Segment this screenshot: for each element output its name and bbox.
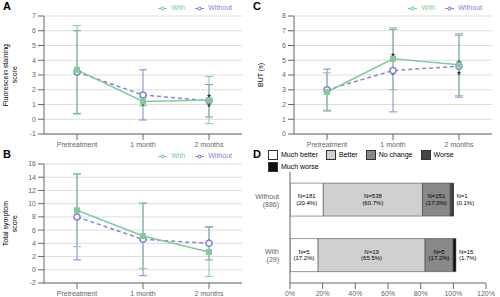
svg-text:16: 16 (28, 160, 36, 167)
svg-text:2: 2 (32, 253, 36, 260)
svg-text:7: 7 (32, 12, 36, 19)
html-text:With: With (421, 4, 436, 11)
html-text:Total symptom score: Total symptom score (2, 200, 18, 247)
svg-text:6: 6 (32, 27, 36, 34)
svg-text:20%: 20% (316, 290, 330, 297)
svg-text:-1: -1 (30, 130, 36, 137)
svg-text:14: 14 (28, 174, 36, 181)
svg-text:100%: 100% (444, 290, 462, 297)
svg-text:8: 8 (32, 213, 36, 220)
svg-text:5: 5 (282, 57, 286, 64)
svg-text:6: 6 (32, 227, 36, 234)
html-text:With: With (171, 4, 186, 11)
svg-text:*: * (457, 70, 461, 81)
html-text:Without: Without (208, 4, 232, 11)
svg-text:N=181(20.4%): N=181(20.4%) (296, 193, 317, 206)
html-text:Fluorescein staining score: Fluorescein staining score (2, 43, 18, 107)
svg-text:N=19(65.5%): N=19(65.5%) (361, 249, 382, 262)
svg-text:5: 5 (32, 42, 36, 49)
svg-text:40%: 40% (348, 290, 362, 297)
svg-text:4: 4 (32, 57, 36, 64)
svg-text:Pretreatment: Pretreatment (57, 290, 98, 297)
svg-text:2 months: 2 months (195, 290, 224, 297)
svg-text:2 months: 2 months (195, 141, 224, 148)
html-text:No change: No change (378, 151, 413, 158)
svg-text:N=5(17.2%): N=5(17.2%) (294, 249, 315, 262)
svg-text:80%: 80% (414, 290, 428, 297)
svg-text:0: 0 (282, 130, 286, 137)
html-text:Without: Without (208, 152, 232, 159)
svg-text:-2: -2 (30, 279, 36, 286)
svg-text:2: 2 (32, 86, 36, 93)
svg-text:N=15(1.7%): N=15(1.7%) (459, 249, 477, 262)
html-text:B: B (3, 148, 11, 160)
svg-text:120%: 120% (477, 290, 492, 297)
html-text:With: With (171, 152, 186, 159)
svg-text:8: 8 (282, 12, 286, 19)
svg-text:1 month: 1 month (130, 290, 155, 297)
html-text:Much better: Much better (281, 151, 318, 158)
svg-text:N=151(17.0%): N=151(17.0%) (426, 193, 447, 206)
svg-text:4: 4 (32, 240, 36, 247)
svg-text:12: 12 (28, 187, 36, 194)
html-text:D: D (253, 148, 261, 160)
svg-text:0: 0 (32, 266, 36, 273)
svg-text:1 month: 1 month (130, 141, 155, 148)
svg-text:2: 2 (282, 101, 286, 108)
svg-text:4: 4 (282, 71, 286, 78)
svg-text:6: 6 (282, 42, 286, 49)
svg-text:N=5(17.2%): N=5(17.2%) (429, 249, 450, 262)
html-text:A: A (3, 0, 11, 12)
html-text:Much worse: Much worse (281, 163, 319, 170)
svg-text:N=1(0.1%): N=1(0.1%) (456, 193, 474, 206)
html-text:Worse: Worse (433, 151, 454, 158)
html-text:BUT (s): BUT (s) (256, 63, 264, 87)
svg-text:7: 7 (282, 27, 286, 34)
svg-text:Without(886): Without(886) (255, 192, 279, 208)
svg-text:Pretreatment: Pretreatment (57, 141, 98, 148)
svg-text:3: 3 (282, 86, 286, 93)
html-text:Without: Without (458, 4, 482, 11)
svg-text:3: 3 (32, 71, 36, 78)
svg-text:2 months: 2 months (445, 141, 474, 148)
svg-text:With(29): With(29) (265, 248, 279, 264)
svg-text:60%: 60% (381, 290, 395, 297)
svg-text:1: 1 (282, 116, 286, 123)
svg-text:0: 0 (32, 116, 36, 123)
html-text:Better: Better (339, 151, 358, 158)
html-text:C: C (253, 0, 261, 12)
svg-text:1 month: 1 month (380, 141, 405, 148)
svg-text:N=538(60.7%): N=538(60.7%) (362, 193, 383, 206)
svg-text:1: 1 (32, 101, 36, 108)
svg-text:Pretreatment: Pretreatment (307, 141, 348, 148)
svg-text:10: 10 (28, 200, 36, 207)
svg-text:0%: 0% (285, 290, 295, 297)
